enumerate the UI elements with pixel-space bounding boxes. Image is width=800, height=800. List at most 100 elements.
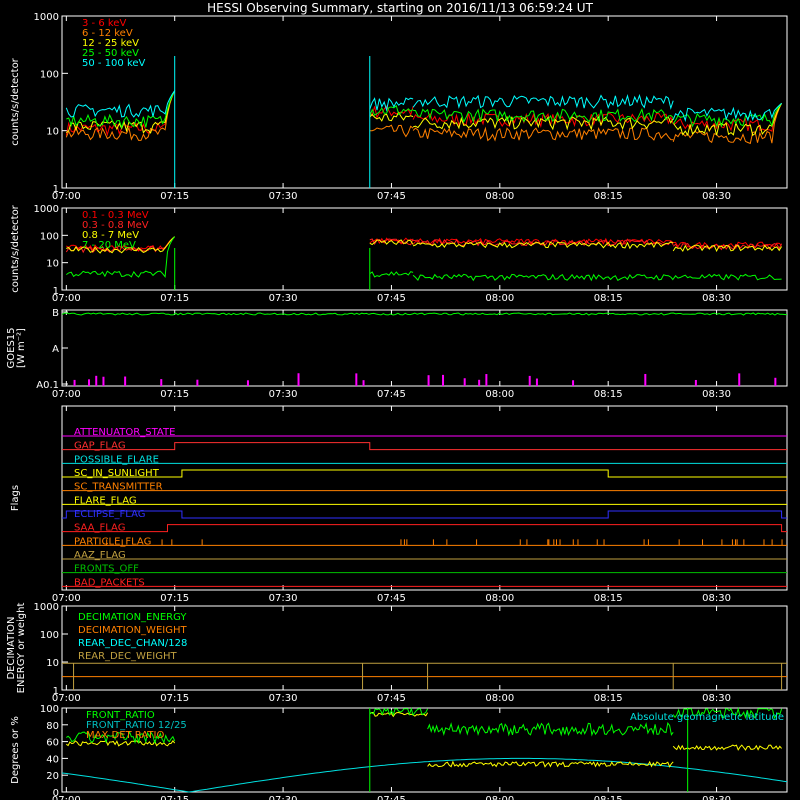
x-tick-label: 07:30 xyxy=(269,293,298,304)
legend-entry: Absolute geomagnetic latitude xyxy=(630,712,784,723)
goes-spike xyxy=(95,375,98,386)
x-tick-label: 08:15 xyxy=(594,693,623,704)
legend-entry: 0.8 - 7 MeV xyxy=(82,230,139,241)
x-tick-label: 08:15 xyxy=(594,593,623,604)
x-tick-label: 07:15 xyxy=(160,389,189,400)
legend-entry: 50 - 100 keV xyxy=(82,58,146,69)
goes-spike xyxy=(535,378,538,386)
series-line xyxy=(65,90,783,137)
x-tick-label: 08:15 xyxy=(594,389,623,400)
panel-4: 07:00 07:15 07:30 07:45 08:00 08:15 08:30 Flags… xyxy=(10,405,788,604)
y-axis-label: Degrees or % xyxy=(10,716,21,784)
legend-entry: FRONT_RATIO xyxy=(86,710,155,721)
flag-label: PARTICLE_FLAG xyxy=(74,536,151,547)
flag-label: SC_IN_SUNLIGHT xyxy=(74,468,160,479)
legend-entry: REAR_DEC_CHAN/128 xyxy=(78,638,187,649)
series-line xyxy=(66,236,782,282)
panel-frame xyxy=(61,207,788,291)
panel-2: 07:00 07:15 07:30 07:45 08:00 08:15 08:30 count… xyxy=(10,204,788,304)
x-tick-label: 07:15 xyxy=(160,593,189,604)
ratio-line xyxy=(66,739,176,747)
flag-line xyxy=(62,524,787,533)
x-tick-label: 07:45 xyxy=(377,795,406,800)
y-tick-label: 10 xyxy=(46,259,59,270)
goes-spike xyxy=(442,374,445,386)
y-tick-label: A xyxy=(52,344,59,355)
goes-spike xyxy=(528,375,531,386)
y-axis-label: GOES15 xyxy=(6,327,17,368)
x-tick-label: 07:45 xyxy=(377,693,406,704)
panel-frame xyxy=(61,605,788,691)
series-line xyxy=(65,90,783,145)
flag-label: SC_TRANSMITTER xyxy=(74,482,163,493)
flag-label: ATTENUATOR_STATE xyxy=(74,427,175,438)
flag-line xyxy=(62,442,787,451)
series-line xyxy=(66,90,782,130)
x-tick-label: 07:45 xyxy=(377,593,406,604)
flag-label: AAZ_FLAG xyxy=(74,550,126,561)
goes-spike xyxy=(362,380,365,386)
series-line xyxy=(65,90,783,137)
x-tick-label: 08:00 xyxy=(485,293,514,304)
goes-spike xyxy=(88,379,91,386)
goes-spike xyxy=(478,379,481,386)
goes-spike xyxy=(160,379,163,386)
legend-entry: FRONT_RATIO 12/25 xyxy=(86,720,187,731)
goes-spike xyxy=(694,379,697,386)
x-tick-label: 07:00 xyxy=(52,593,81,604)
y-tick-label: 40 xyxy=(46,754,59,765)
y-tick-label: 60 xyxy=(46,738,59,749)
panel-5: 07:00 07:15 07:30 07:45 08:00 08:15 08:30 DECIM… xyxy=(6,602,788,704)
panel-frame xyxy=(61,707,788,793)
y-axis-label: [W m⁻²] xyxy=(16,328,27,368)
x-tick-label: 07:00 xyxy=(52,293,81,304)
x-tick-label: 07:15 xyxy=(160,293,189,304)
y-axis-label: ENERGY or weight xyxy=(16,603,27,694)
legend-entry: 25 - 50 keV xyxy=(82,48,139,59)
x-tick-label: 07:30 xyxy=(269,795,298,800)
x-tick-label: 07:00 xyxy=(52,795,81,800)
y-tick-label: A0.1 xyxy=(36,380,59,391)
y-tick-label: 100 xyxy=(40,704,59,715)
series-line xyxy=(65,236,783,254)
series-line xyxy=(65,90,782,123)
ratio-line xyxy=(369,707,429,717)
y-tick-label: 0 xyxy=(53,788,59,799)
legend-entry: 0.3 - 0.8 MeV xyxy=(82,220,149,231)
y-tick-label: 80 xyxy=(46,721,59,732)
y-tick-label: 100 xyxy=(40,630,59,641)
goes-spike xyxy=(124,376,127,386)
x-tick-label: 08:00 xyxy=(485,389,514,400)
panel-frame xyxy=(61,309,788,387)
x-tick-label: 07:15 xyxy=(160,795,189,800)
x-tick-label: 07:30 xyxy=(269,693,298,704)
goes-spike xyxy=(73,379,76,386)
y-axis-label: DECIMATION xyxy=(6,616,17,679)
flag-label: FLARE_FLAG xyxy=(74,495,137,506)
x-tick-label: 08:30 xyxy=(702,191,731,202)
ratio-line xyxy=(369,711,429,718)
legend-entry: 6 - 12 keV xyxy=(82,28,133,39)
flag-label: ECLIPSE_FLAG xyxy=(74,509,145,520)
y-tick-label: 10 xyxy=(46,658,59,669)
goes-spike xyxy=(297,373,300,386)
flag-label: POSSIBLE_FLARE xyxy=(74,454,159,465)
goes-spike xyxy=(246,380,249,386)
goes-spike xyxy=(572,380,575,386)
x-tick-label: 08:00 xyxy=(485,593,514,604)
goes-spike xyxy=(355,373,358,386)
y-axis-label: counts/s/detector xyxy=(10,204,21,292)
x-tick-label: 07:00 xyxy=(52,693,81,704)
panel-1: 07:00 07:15 07:30 07:45 08:00 08:15 08:30 count… xyxy=(10,12,788,202)
y-axis-label: Flags xyxy=(10,485,21,511)
ratio-line xyxy=(427,760,674,768)
ratio-line xyxy=(672,706,783,720)
flag-label: GAP_FLAG xyxy=(74,441,126,452)
flag-label: FRONTS_OFF xyxy=(74,564,139,575)
goes-spike xyxy=(463,378,466,386)
ratio-line xyxy=(66,730,176,745)
panel-frame xyxy=(61,405,788,591)
x-tick-label: 08:30 xyxy=(702,593,731,604)
flag-label: SAA_FLAG xyxy=(74,523,125,534)
